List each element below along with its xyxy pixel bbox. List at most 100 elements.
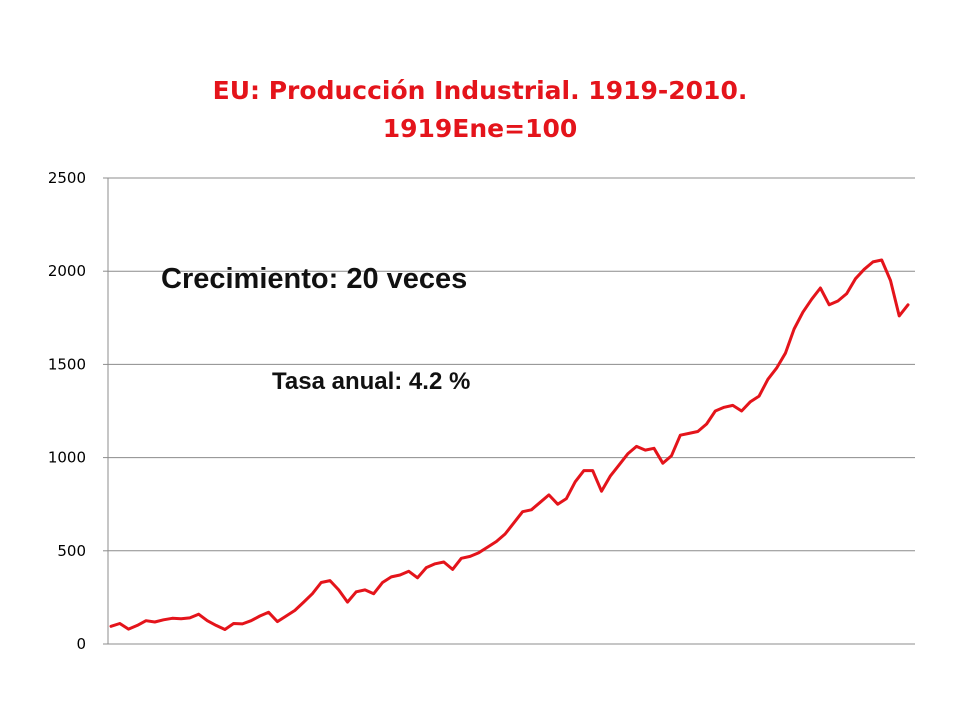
chart-title: EU: Producción Industrial. 1919-2010. 19… bbox=[0, 72, 960, 148]
data-point bbox=[433, 562, 437, 565]
data-point bbox=[828, 303, 831, 306]
data-point bbox=[731, 404, 734, 407]
data-point bbox=[687, 432, 691, 435]
data-point bbox=[495, 540, 498, 543]
chart-title-line: EU: Producción Industrial. 1919-2010. bbox=[212, 76, 748, 105]
data-point bbox=[503, 532, 507, 536]
data-point bbox=[276, 620, 279, 623]
data-point bbox=[906, 303, 910, 306]
y-tick-label: 1000 bbox=[48, 449, 86, 467]
data-point bbox=[127, 627, 130, 631]
data-point bbox=[425, 566, 428, 569]
data-point bbox=[854, 277, 857, 280]
data-point bbox=[144, 619, 148, 622]
data-point bbox=[118, 622, 122, 625]
data-point bbox=[880, 258, 883, 262]
data-point bbox=[609, 475, 612, 478]
data-point bbox=[863, 268, 866, 271]
data-point bbox=[582, 469, 586, 472]
data-point bbox=[845, 292, 848, 295]
data-point bbox=[556, 503, 559, 506]
data-point bbox=[206, 619, 209, 622]
data-point bbox=[153, 620, 156, 624]
data-point bbox=[451, 568, 454, 571]
data-point bbox=[819, 286, 822, 290]
y-tick-label: 1500 bbox=[48, 355, 86, 373]
data-point bbox=[635, 445, 638, 448]
data-point bbox=[486, 545, 489, 549]
data-point bbox=[355, 590, 358, 593]
data-point bbox=[617, 463, 621, 467]
data-point bbox=[214, 624, 218, 627]
data-point bbox=[574, 480, 577, 483]
data-point bbox=[784, 352, 787, 355]
data-point bbox=[162, 618, 165, 621]
data-point bbox=[311, 592, 314, 595]
data-point bbox=[775, 366, 778, 370]
data-point bbox=[337, 588, 340, 592]
data-point bbox=[223, 628, 227, 631]
data-point bbox=[792, 327, 796, 331]
data-point bbox=[512, 521, 516, 524]
data-point bbox=[372, 592, 375, 595]
data-point bbox=[258, 614, 262, 618]
data-point bbox=[696, 430, 699, 433]
data-point bbox=[302, 600, 305, 604]
data-point bbox=[285, 614, 288, 618]
data-point bbox=[188, 616, 191, 620]
gridlines bbox=[108, 177, 915, 645]
y-tick-label: 2500 bbox=[48, 169, 86, 187]
data-point bbox=[179, 617, 183, 620]
y-tick-label: 0 bbox=[76, 635, 86, 653]
series-line bbox=[109, 258, 910, 631]
data-point bbox=[547, 493, 551, 497]
data-point bbox=[109, 625, 113, 628]
data-point bbox=[766, 378, 770, 381]
data-point bbox=[442, 560, 445, 564]
data-point bbox=[530, 508, 533, 511]
data-point bbox=[565, 497, 568, 500]
data-point bbox=[600, 490, 603, 493]
data-point bbox=[801, 311, 805, 314]
data-point bbox=[591, 469, 594, 472]
data-point bbox=[293, 609, 297, 612]
data-point bbox=[381, 581, 384, 584]
y-tick-label: 2000 bbox=[48, 262, 86, 280]
annual-rate-annotation: Tasa anual: 4.2 % bbox=[272, 368, 471, 395]
data-point bbox=[468, 555, 472, 558]
data-point bbox=[644, 448, 647, 452]
data-point bbox=[249, 619, 253, 622]
data-point bbox=[714, 409, 717, 413]
data-point bbox=[898, 314, 901, 318]
y-axis-ticks: 0 500 1000 1500 2000 2500 bbox=[48, 169, 108, 653]
data-point bbox=[460, 557, 463, 560]
data-point bbox=[363, 588, 367, 592]
data-point bbox=[757, 394, 761, 398]
data-point bbox=[871, 260, 875, 264]
data-point bbox=[705, 422, 708, 426]
data-point bbox=[749, 400, 752, 403]
data-point bbox=[539, 501, 542, 504]
data-point bbox=[670, 454, 673, 457]
growth-annotation: Crecimiento: 20 veces bbox=[161, 263, 468, 295]
series-group bbox=[109, 258, 910, 631]
chart-subtitle: 1919Ene=100 bbox=[382, 114, 578, 143]
data-point bbox=[241, 622, 244, 626]
data-point bbox=[407, 570, 410, 573]
data-point bbox=[661, 462, 664, 465]
data-point bbox=[197, 613, 200, 616]
data-point bbox=[626, 452, 629, 456]
data-point bbox=[136, 624, 139, 627]
data-point bbox=[171, 617, 174, 620]
data-point bbox=[889, 279, 892, 282]
data-point bbox=[652, 447, 656, 450]
data-point bbox=[267, 611, 270, 614]
data-point bbox=[722, 406, 726, 409]
data-point bbox=[521, 510, 524, 513]
data-point bbox=[810, 298, 813, 301]
data-point bbox=[679, 434, 682, 437]
data-point bbox=[416, 576, 419, 579]
data-point bbox=[398, 573, 402, 577]
data-point bbox=[390, 575, 393, 579]
